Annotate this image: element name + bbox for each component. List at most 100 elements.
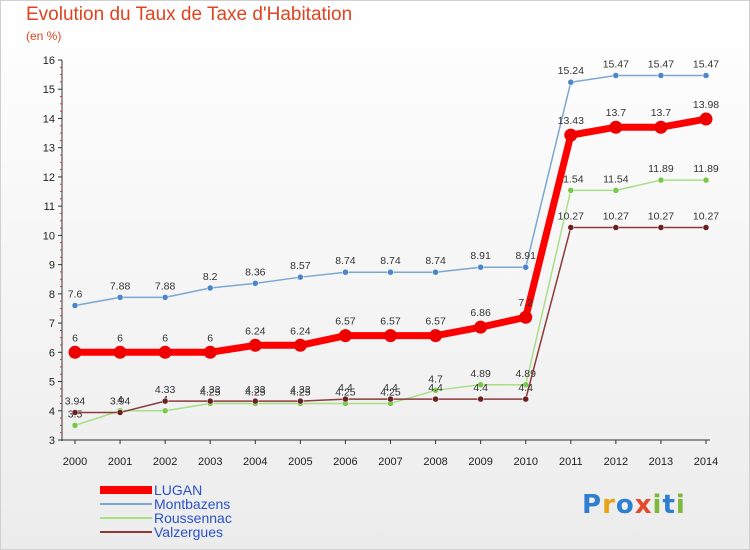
x-tick-label: 2010 xyxy=(513,456,537,468)
data-label-roussennac: 11.54 xyxy=(603,173,629,185)
data-label-lugan: 6.24 xyxy=(290,325,311,337)
data-label-roussennac: 4 xyxy=(117,394,123,406)
data-point-valzergues xyxy=(702,224,710,231)
legend-label: Valzergues xyxy=(154,524,224,540)
data-point-montbazens xyxy=(522,263,529,271)
x-tick-label: 2000 xyxy=(63,456,87,468)
x-tick-label: 2013 xyxy=(649,456,673,468)
data-label-roussennac: 11.89 xyxy=(693,163,719,175)
x-tick-label: 2009 xyxy=(468,456,492,468)
data-point-lugan xyxy=(564,128,578,142)
y-tick-label: 12 xyxy=(43,172,55,184)
data-point-roussennac xyxy=(612,187,620,194)
x-tick-label: 2003 xyxy=(198,456,222,468)
y-tick-label: 7 xyxy=(49,318,55,330)
line-chart: 3 4 5 6 7 8 9 10 11 12 13 14 15 16 2000 2001 2002 2003 200… xyxy=(43,55,720,468)
data-label-montbazens: 8.2 xyxy=(203,271,218,283)
data-point-lugan xyxy=(293,338,307,352)
data-point-lugan xyxy=(519,310,533,324)
data-point-montbazens xyxy=(477,263,484,271)
data-point-valzergues xyxy=(161,397,169,405)
data-point-montbazens xyxy=(612,72,620,79)
logo-letter: o xyxy=(615,490,635,520)
x-tick-label: 2008 xyxy=(423,456,447,468)
y-tick-label: 16 xyxy=(43,55,55,67)
data-point-valzergues xyxy=(657,224,665,231)
data-point-montbazens xyxy=(297,273,304,281)
data-point-lugan xyxy=(248,338,262,352)
data-label-valzergues: 4.33 xyxy=(245,384,266,396)
logo-letter: x xyxy=(634,490,653,520)
data-point-montbazens xyxy=(657,72,665,79)
x-tick-label: 2002 xyxy=(153,456,177,468)
data-point-montbazens xyxy=(252,280,259,287)
data-label-roussennac: 4.25 xyxy=(380,386,401,398)
data-point-valzergues xyxy=(387,395,394,403)
data-label-valzergues: 4.33 xyxy=(155,384,176,396)
data-point-lugan xyxy=(654,120,668,134)
y-tick-label: 5 xyxy=(49,377,55,389)
data-point-valzergues xyxy=(116,409,124,416)
x-tick-label: 2007 xyxy=(378,456,402,468)
data-label-montbazens: 15.47 xyxy=(603,58,629,70)
data-label-valzergues: 4.4 xyxy=(518,382,533,394)
logo-letter: r xyxy=(602,490,616,520)
data-point-lugan xyxy=(474,320,488,334)
data-label-lugan: 6 xyxy=(72,332,78,344)
data-label-lugan: 6.57 xyxy=(380,316,401,328)
legend-label: LUGAN xyxy=(154,482,203,498)
data-label-montbazens: 8.91 xyxy=(515,250,536,262)
data-point-valzergues xyxy=(71,409,79,416)
y-tick-label: 14 xyxy=(43,113,55,125)
y-tick-label: 9 xyxy=(49,260,55,272)
data-label-valzergues: 4.4 xyxy=(473,382,488,394)
data-point-lugan xyxy=(429,329,443,343)
data-label-montbazens: 8.36 xyxy=(245,266,266,278)
logo-letter: P xyxy=(582,490,603,520)
logo-letter: i xyxy=(675,490,686,520)
data-label-montbazens: 15.47 xyxy=(648,58,674,70)
data-label-roussennac: 4.25 xyxy=(290,386,311,398)
data-label-valzergues: 4.4 xyxy=(383,382,398,394)
legend-label: Roussennac xyxy=(154,510,232,526)
data-point-roussennac xyxy=(432,387,439,394)
data-label-valzergues: 10.27 xyxy=(693,210,719,222)
data-label-lugan: 13.7 xyxy=(651,107,672,119)
data-point-roussennac xyxy=(477,381,484,389)
data-label-montbazens: 8.74 xyxy=(425,255,446,267)
data-label-valzergues: 10.27 xyxy=(558,210,584,222)
y-tick-label: 15 xyxy=(43,84,55,96)
data-label-valzergues: 3.94 xyxy=(110,396,131,408)
y-tick-label: 3 xyxy=(49,435,55,447)
data-label-valzergues: 10.27 xyxy=(603,210,629,222)
data-point-montbazens xyxy=(432,268,439,276)
legend-swatch xyxy=(100,486,152,494)
data-point-valzergues xyxy=(206,397,214,405)
data-label-valzergues: 3.94 xyxy=(65,396,86,408)
x-tick-label: 2014 xyxy=(694,456,718,468)
data-label-roussennac: 11.89 xyxy=(648,163,674,175)
data-point-montbazens xyxy=(342,268,349,276)
legend-item-valzergues: Valzergues xyxy=(100,524,232,540)
data-point-montbazens xyxy=(116,294,124,301)
data-label-montbazens: 8.74 xyxy=(380,255,401,267)
data-label-lugan: 6.24 xyxy=(245,325,266,337)
data-point-valzergues xyxy=(567,224,575,231)
data-label-lugan: 6.57 xyxy=(335,316,356,328)
y-tick-label: 8 xyxy=(49,289,55,301)
x-tick-label: 2004 xyxy=(243,456,267,468)
data-point-valzergues xyxy=(522,395,529,403)
data-point-roussennac xyxy=(657,176,665,184)
data-point-lugan xyxy=(384,329,397,343)
data-label-roussennac: 4.89 xyxy=(470,368,491,380)
legend-item-roussennac: Roussennac xyxy=(100,510,232,526)
legend-swatch xyxy=(100,517,152,519)
data-point-montbazens xyxy=(71,302,79,309)
data-label-montbazens: 15.24 xyxy=(558,65,584,77)
legend-swatch xyxy=(100,531,152,533)
data-point-valzergues xyxy=(342,395,349,403)
data-label-lugan: 6.57 xyxy=(425,316,446,328)
data-label-lugan: 6 xyxy=(162,332,168,344)
data-label-roussennac: 11.54 xyxy=(558,173,584,185)
data-point-valzergues xyxy=(477,395,484,403)
